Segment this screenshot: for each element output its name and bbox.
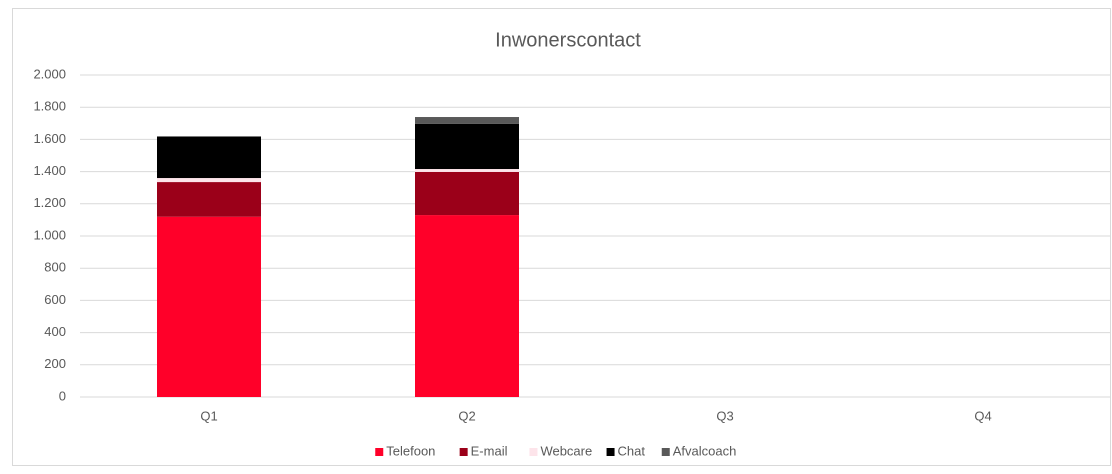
y-tick-label: 400	[44, 324, 66, 339]
y-tick-label: 1.400	[33, 163, 66, 178]
chart-title: Inwonerscontact	[495, 29, 641, 51]
x-tick-label: Q2	[458, 408, 475, 423]
legend-label: Telefoon	[386, 443, 435, 458]
y-tick-label: 1.600	[33, 131, 66, 146]
y-tick-label: 200	[44, 356, 66, 371]
bar-segment	[415, 117, 519, 124]
x-tick-label: Q1	[200, 408, 217, 423]
bar-segment	[157, 182, 261, 217]
bar-segment	[157, 178, 261, 183]
legend-label: Afvalcoach	[673, 443, 737, 458]
y-tick-label: 1.200	[33, 195, 66, 210]
y-tick-label: 1.800	[33, 99, 66, 114]
y-tick-label: 800	[44, 260, 66, 275]
y-tick-label: 2.000	[33, 66, 66, 81]
bar-segment	[415, 169, 519, 172]
legend-label: E-mail	[471, 443, 508, 458]
legend-swatch	[529, 448, 538, 456]
y-tick-label: 1.000	[33, 227, 66, 242]
x-tick-label: Q3	[716, 408, 733, 423]
x-tick-label: Q4	[974, 408, 991, 423]
legend-swatch	[606, 448, 615, 456]
legend-label: Webcare	[540, 443, 592, 458]
bar-segment	[415, 171, 519, 216]
legend-swatch	[459, 448, 468, 456]
legend-swatch	[375, 448, 384, 456]
bar-segment	[157, 136, 261, 137]
bar-segment	[157, 216, 261, 397]
legend-label: Chat	[618, 443, 646, 458]
y-tick-label: 0	[59, 388, 66, 403]
bar-segment	[157, 136, 261, 179]
legend-swatch	[661, 448, 670, 456]
bar-segment	[415, 123, 519, 170]
bar-segment	[415, 215, 519, 397]
y-tick-label: 600	[44, 292, 66, 307]
